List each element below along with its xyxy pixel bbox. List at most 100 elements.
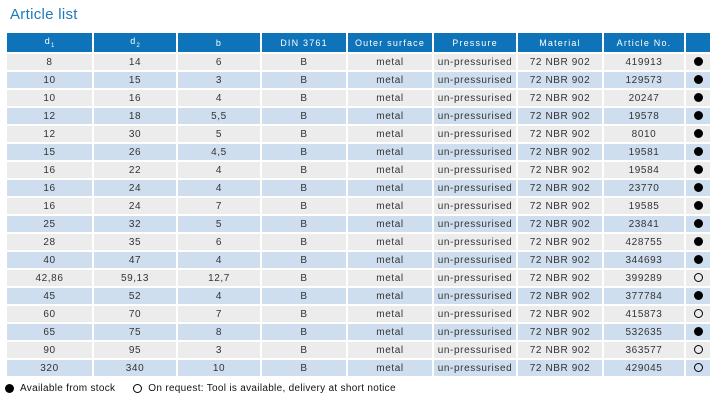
filled-circle-icon (5, 384, 14, 393)
cell-material: 72 NBR 902 (518, 142, 604, 160)
stock-available-icon (693, 93, 703, 103)
stock-available-icon (693, 129, 703, 139)
cell-d2: 35 (94, 232, 178, 250)
cell-din: B (262, 70, 348, 88)
cell-article_no: 23841 (604, 214, 686, 232)
table-header-row: d1 d2 b DIN 3761 Outer surface Pressure Materi… (7, 33, 710, 52)
cell-stock (686, 250, 710, 268)
cell-din: B (262, 268, 348, 286)
stock-available-icon (693, 255, 703, 265)
cell-b: 4 (178, 250, 262, 268)
cell-stock (686, 268, 710, 286)
cell-outer_surface: metal (348, 250, 434, 268)
cell-stock (686, 358, 710, 376)
cell-stock (686, 286, 710, 304)
cell-pressure: un-pressurised (434, 196, 518, 214)
cell-d1: 65 (7, 322, 94, 340)
cell-stock (686, 160, 710, 178)
cell-pressure: un-pressurised (434, 106, 518, 124)
cell-d1: 45 (7, 286, 94, 304)
cell-material: 72 NBR 902 (518, 286, 604, 304)
cell-din: B (262, 52, 348, 70)
cell-d1: 320 (7, 358, 94, 376)
cell-din: B (262, 106, 348, 124)
cell-material: 72 NBR 902 (518, 232, 604, 250)
cell-article_no: 19581 (604, 142, 686, 160)
stock-on-request-icon (693, 273, 703, 283)
cell-article_no: 429045 (604, 358, 686, 376)
legend-on-request: On request: Tool is available, delivery … (133, 383, 396, 394)
cell-din: B (262, 322, 348, 340)
cell-din: B (262, 88, 348, 106)
stock-on-request-icon (693, 345, 703, 355)
cell-d1: 40 (7, 250, 94, 268)
cell-din: B (262, 196, 348, 214)
column-header: Pressure (434, 33, 518, 52)
cell-stock (686, 52, 710, 70)
cell-material: 72 NBR 902 (518, 160, 604, 178)
stock-available-icon (693, 147, 703, 157)
cell-pressure: un-pressurised (434, 52, 518, 70)
column-header: b (178, 33, 262, 52)
cell-material: 72 NBR 902 (518, 124, 604, 142)
cell-b: 8 (178, 322, 262, 340)
cell-material: 72 NBR 902 (518, 304, 604, 322)
cell-b: 6 (178, 52, 262, 70)
cell-d2: 75 (94, 322, 178, 340)
cell-din: B (262, 286, 348, 304)
stock-available-icon (693, 111, 703, 121)
cell-outer_surface: metal (348, 322, 434, 340)
open-circle-icon (133, 384, 143, 393)
cell-b: 7 (178, 304, 262, 322)
cell-b: 4 (178, 88, 262, 106)
cell-material: 72 NBR 902 (518, 70, 604, 88)
cell-material: 72 NBR 902 (518, 322, 604, 340)
cell-outer_surface: metal (348, 106, 434, 124)
cell-d2: 47 (94, 250, 178, 268)
cell-material: 72 NBR 902 (518, 250, 604, 268)
cell-d2: 95 (94, 340, 178, 358)
cell-outer_surface: metal (348, 70, 434, 88)
column-header: DIN 3761 (262, 33, 348, 52)
cell-d1: 25 (7, 214, 94, 232)
cell-outer_surface: metal (348, 160, 434, 178)
cell-pressure: un-pressurised (434, 178, 518, 196)
cell-d1: 90 (7, 340, 94, 358)
column-header (686, 33, 710, 52)
cell-stock (686, 142, 710, 160)
cell-material: 72 NBR 902 (518, 340, 604, 358)
cell-pressure: un-pressurised (434, 250, 518, 268)
stock-available-icon (693, 327, 703, 337)
cell-stock (686, 124, 710, 142)
cell-material: 72 NBR 902 (518, 214, 604, 232)
cell-article_no: 399289 (604, 268, 686, 286)
cell-article_no: 363577 (604, 340, 686, 358)
cell-outer_surface: metal (348, 214, 434, 232)
cell-material: 72 NBR 902 (518, 52, 604, 70)
legend-available: Available from stock (5, 383, 115, 394)
cell-b: 7 (178, 196, 262, 214)
cell-outer_surface: metal (348, 304, 434, 322)
cell-d2: 70 (94, 304, 178, 322)
cell-pressure: un-pressurised (434, 358, 518, 376)
stock-available-icon (693, 201, 703, 211)
cell-outer_surface: metal (348, 142, 434, 160)
cell-d1: 8 (7, 52, 94, 70)
stock-on-request-icon (693, 363, 703, 373)
cell-outer_surface: metal (348, 286, 434, 304)
cell-d2: 24 (94, 178, 178, 196)
cell-b: 10 (178, 358, 262, 376)
cell-stock (686, 304, 710, 322)
stock-available-icon (693, 291, 703, 301)
cell-stock (686, 106, 710, 124)
page-title: Article list (10, 6, 78, 23)
